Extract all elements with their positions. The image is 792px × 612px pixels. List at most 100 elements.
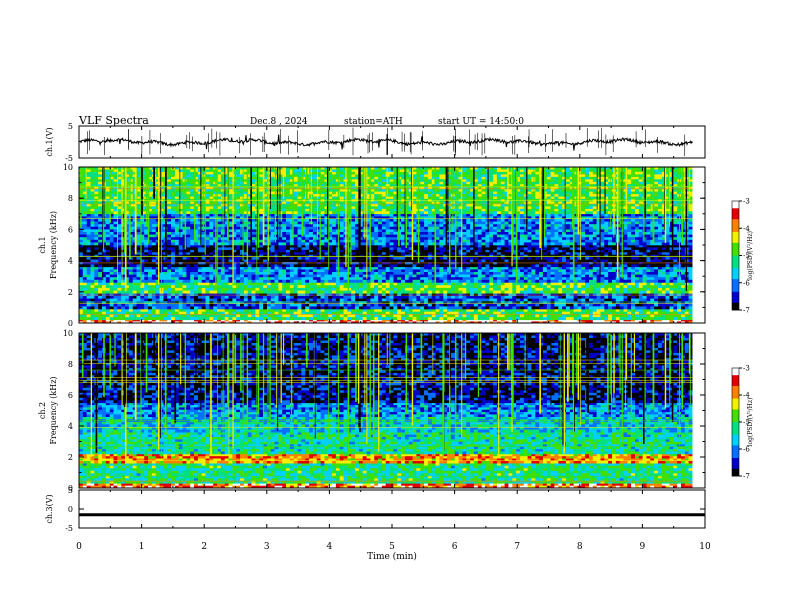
spectrogram-cell (604, 245, 609, 248)
spectrogram-cell (412, 301, 417, 305)
spectrogram-cell (86, 309, 91, 312)
spectrogram-cell (236, 249, 241, 253)
spectrogram-cell (604, 319, 609, 322)
spectrogram-cell (228, 259, 233, 263)
spectrogram-cell (286, 314, 291, 318)
spectrogram-cell (581, 266, 586, 270)
spectrogram-cell (148, 290, 153, 294)
spectrogram-cell (496, 257, 501, 260)
spectrogram-cell (581, 269, 586, 273)
spectrogram-cell (519, 245, 524, 248)
spectrogram-cell (562, 245, 567, 248)
spectrogram-cell (355, 245, 360, 248)
spectrogram-cell (424, 277, 429, 281)
spectrogram-cell (305, 274, 310, 278)
spectrogram-cell (669, 311, 674, 315)
spectrogram-cell (301, 306, 306, 310)
spectrogram-cell (381, 259, 386, 263)
spectrogram-cell (270, 309, 275, 312)
spectrogram-cell (366, 277, 371, 281)
spectrogram-cell (435, 282, 440, 286)
spectrogram-cell (462, 277, 467, 281)
spectrogram-cell (228, 269, 233, 273)
spectrogram-cell (447, 285, 452, 289)
spectrogram-cell (381, 314, 386, 318)
spectrogram-cell (370, 272, 375, 275)
spectrogram-cell (251, 272, 256, 275)
spectrogram-cell (332, 306, 337, 310)
spectrogram-cell (259, 314, 264, 318)
spectrogram-cell (224, 317, 229, 321)
spectrogram-cell (623, 321, 628, 324)
spectrogram-cell (366, 247, 371, 251)
spectrogram-cell (339, 309, 344, 312)
spectrogram-cell (236, 264, 241, 268)
spectrogram-cell (128, 274, 133, 278)
spectrogram-cell (404, 269, 409, 273)
spectrogram-cell (500, 296, 505, 299)
spectrogram-cell (151, 285, 156, 289)
spectrogram-cell (481, 321, 486, 324)
spectrogram-cell (412, 279, 417, 283)
spectrogram-cell (669, 285, 674, 289)
spectrogram-cell (585, 266, 590, 270)
spectrogram-cell (190, 249, 195, 253)
spectrogram-cell (420, 259, 425, 263)
spectrogram-cell (581, 319, 586, 322)
spectrogram-cell (105, 269, 110, 273)
spectrogram-cell (213, 306, 218, 310)
spectrogram-cell (554, 311, 559, 315)
spectrogram-cell (581, 272, 586, 275)
spectrogram-cell (121, 262, 126, 265)
spectrogram-cell (408, 279, 413, 283)
spectrogram-cell (186, 306, 191, 310)
spectrogram-cell (477, 309, 482, 312)
spectrogram-cell (619, 279, 624, 283)
spectrogram-cell (301, 252, 306, 255)
spectrogram-cell (623, 247, 628, 251)
spectrogram-cell (589, 259, 594, 263)
spectrogram-cell (86, 272, 91, 275)
spectrogram-cell (393, 290, 398, 294)
spectrogram-cell (500, 282, 505, 286)
spectrogram-cell (393, 282, 398, 286)
spectrogram-cell (646, 285, 651, 289)
spectrogram-cell (332, 321, 337, 324)
spectrogram-cell (661, 282, 666, 286)
spectrogram-cell (270, 274, 275, 278)
spectrogram-cell (355, 285, 360, 289)
spectrogram-cell (98, 264, 103, 268)
spectrogram-cell (155, 266, 160, 270)
spectrogram-cell (581, 296, 586, 299)
spectrogram-cell (604, 272, 609, 275)
spectrogram-cell (466, 301, 471, 305)
spectrogram-cell (466, 306, 471, 310)
spectrogram-cell (255, 257, 260, 260)
spectrogram-cell (82, 314, 87, 318)
spectrogram-cell (385, 279, 390, 283)
spectrogram-cell (167, 298, 172, 302)
spectrogram-cell (665, 309, 670, 312)
spectrogram-cell (531, 245, 536, 248)
spectrogram-cell (194, 319, 199, 322)
spectrogram-cell (654, 277, 659, 281)
spectrogram-cell (489, 319, 494, 322)
spectrogram-cell (220, 301, 225, 305)
spectrogram-cell (86, 264, 91, 268)
spectrogram-cell (378, 298, 383, 302)
spectrogram-cell (661, 269, 666, 273)
spectrogram-cell (466, 279, 471, 283)
spectrogram-cell (542, 311, 547, 315)
spectrogram-cell (669, 257, 674, 260)
spectrogram-cell (251, 290, 256, 294)
spectrogram-cell (466, 303, 471, 307)
spectrogram-cell (504, 298, 509, 302)
spectrogram-cell (320, 296, 325, 299)
spectrogram-cell (293, 245, 298, 248)
spectrogram-cell (289, 309, 294, 312)
spectrogram-cell (654, 269, 659, 273)
spectrogram-cell (500, 279, 505, 283)
spectrogram-cell (539, 303, 544, 307)
spectrogram-cell (447, 321, 452, 324)
spectrogram-cell (163, 317, 168, 321)
